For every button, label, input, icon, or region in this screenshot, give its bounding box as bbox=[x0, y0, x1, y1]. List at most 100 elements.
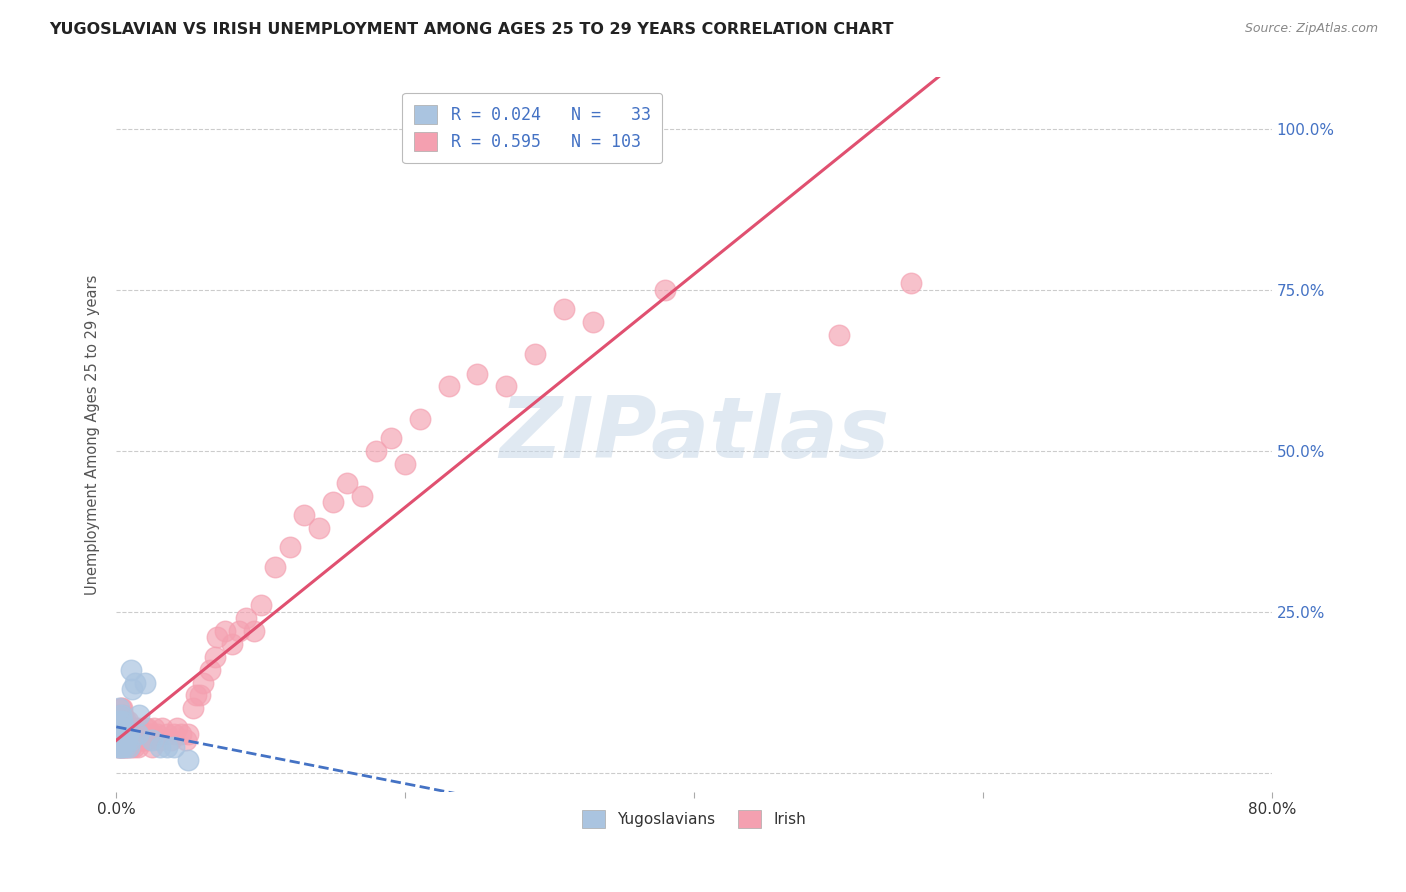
Point bbox=[135, 721, 157, 735]
Point bbox=[467, 367, 489, 381]
Point bbox=[108, 727, 131, 741]
Point bbox=[111, 727, 134, 741]
Point bbox=[827, 327, 849, 342]
Point bbox=[118, 739, 141, 754]
Point bbox=[112, 721, 135, 735]
Point bbox=[181, 701, 204, 715]
Point bbox=[117, 739, 139, 754]
Point bbox=[108, 721, 131, 735]
Point bbox=[114, 721, 136, 735]
Point bbox=[108, 727, 131, 741]
Point bbox=[145, 727, 167, 741]
Point bbox=[115, 714, 138, 728]
Point bbox=[198, 663, 221, 677]
Point bbox=[134, 675, 156, 690]
Point bbox=[221, 637, 243, 651]
Point bbox=[129, 727, 152, 741]
Point bbox=[108, 739, 131, 754]
Point bbox=[654, 283, 676, 297]
Point bbox=[152, 721, 174, 735]
Point bbox=[366, 443, 388, 458]
Y-axis label: Unemployment Among Ages 25 to 29 years: Unemployment Among Ages 25 to 29 years bbox=[86, 275, 100, 595]
Point bbox=[170, 727, 193, 741]
Point bbox=[118, 721, 141, 735]
Point bbox=[174, 733, 197, 747]
Point bbox=[160, 733, 183, 747]
Legend: Yugoslavians, Irish: Yugoslavians, Irish bbox=[576, 804, 813, 834]
Point bbox=[110, 739, 132, 754]
Point bbox=[127, 739, 149, 754]
Point bbox=[156, 739, 179, 754]
Point bbox=[142, 721, 165, 735]
Point bbox=[131, 733, 153, 747]
Point bbox=[127, 727, 149, 741]
Point bbox=[107, 739, 129, 754]
Point bbox=[188, 689, 211, 703]
Point bbox=[107, 727, 129, 741]
Point bbox=[235, 611, 257, 625]
Point bbox=[582, 315, 605, 329]
Point bbox=[107, 727, 129, 741]
Point bbox=[117, 727, 139, 741]
Point bbox=[204, 649, 226, 664]
Point bbox=[111, 739, 134, 754]
Point bbox=[118, 733, 141, 747]
Point bbox=[207, 631, 229, 645]
Point bbox=[120, 739, 142, 754]
Text: YUGOSLAVIAN VS IRISH UNEMPLOYMENT AMONG AGES 25 TO 29 YEARS CORRELATION CHART: YUGOSLAVIAN VS IRISH UNEMPLOYMENT AMONG … bbox=[49, 22, 894, 37]
Point bbox=[110, 721, 132, 735]
Point bbox=[900, 277, 922, 291]
Point bbox=[114, 727, 136, 741]
Point bbox=[110, 739, 132, 754]
Point bbox=[408, 411, 430, 425]
Point bbox=[127, 727, 149, 741]
Point bbox=[107, 733, 129, 747]
Point bbox=[114, 739, 136, 754]
Point bbox=[111, 714, 134, 728]
Point bbox=[111, 701, 134, 715]
Point bbox=[524, 347, 547, 361]
Point bbox=[177, 753, 200, 767]
Point bbox=[163, 739, 186, 754]
Point bbox=[149, 733, 172, 747]
Point bbox=[110, 727, 132, 741]
Point bbox=[121, 733, 143, 747]
Point bbox=[122, 739, 145, 754]
Point bbox=[121, 721, 143, 735]
Point bbox=[110, 701, 132, 715]
Point bbox=[115, 733, 138, 747]
Point bbox=[138, 727, 160, 741]
Point bbox=[292, 508, 315, 523]
Point bbox=[125, 733, 148, 747]
Point bbox=[120, 733, 142, 747]
Point bbox=[141, 727, 163, 741]
Point bbox=[380, 431, 402, 445]
Point bbox=[278, 541, 301, 555]
Point bbox=[124, 733, 146, 747]
Point bbox=[264, 559, 287, 574]
Point bbox=[115, 727, 138, 741]
Point bbox=[350, 489, 373, 503]
Point bbox=[156, 727, 179, 741]
Point bbox=[163, 727, 186, 741]
Point bbox=[117, 727, 139, 741]
Point bbox=[112, 733, 135, 747]
Point bbox=[111, 714, 134, 728]
Point bbox=[111, 721, 134, 735]
Text: ZIPatlas: ZIPatlas bbox=[499, 393, 889, 476]
Point bbox=[112, 707, 135, 722]
Point bbox=[124, 675, 146, 690]
Point bbox=[249, 599, 271, 613]
Point bbox=[128, 733, 150, 747]
Point bbox=[111, 739, 134, 754]
Text: Source: ZipAtlas.com: Source: ZipAtlas.com bbox=[1244, 22, 1378, 36]
Point bbox=[214, 624, 236, 638]
Point bbox=[120, 733, 142, 747]
Point bbox=[111, 733, 134, 747]
Point bbox=[110, 714, 132, 728]
Point bbox=[112, 739, 135, 754]
Point bbox=[108, 707, 131, 722]
Point bbox=[394, 457, 416, 471]
Point bbox=[108, 714, 131, 728]
Point bbox=[495, 379, 517, 393]
